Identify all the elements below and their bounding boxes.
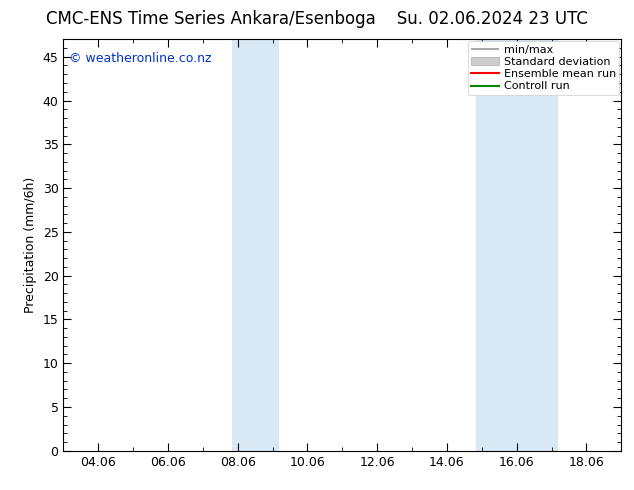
Bar: [476, 39, 557, 451]
Text: © weatheronline.co.nz: © weatheronline.co.nz: [69, 51, 212, 65]
Bar: [232, 39, 278, 451]
Text: CMC-ENS Time Series Ankara/Esenboga    Su. 02.06.2024 23 UTC: CMC-ENS Time Series Ankara/Esenboga Su. …: [46, 10, 588, 28]
Legend: min/max, Standard deviation, Ensemble mean run, Controll run: min/max, Standard deviation, Ensemble me…: [468, 42, 619, 95]
Y-axis label: Precipitation (mm/6h): Precipitation (mm/6h): [24, 177, 37, 313]
